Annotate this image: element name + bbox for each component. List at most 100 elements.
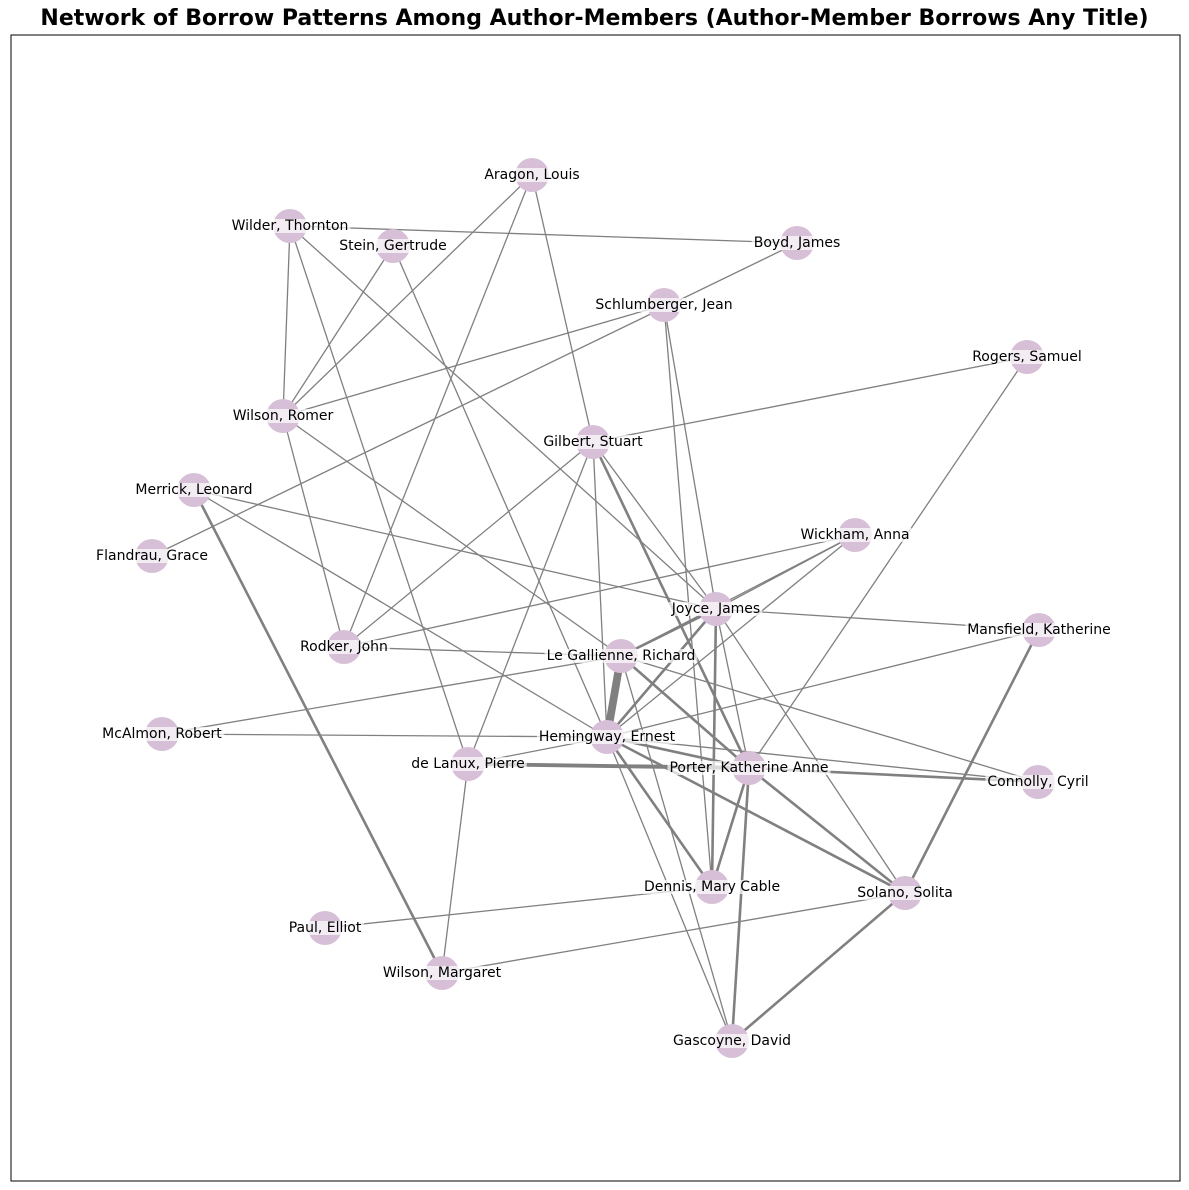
node-label-group-aragon-louis: Aragon, Louis <box>482 167 582 183</box>
edge-porter-katherine-anne--dennis-mary-cable <box>710 767 751 888</box>
node-label-mcalmon-robert: McAlmon, Robert <box>102 726 222 742</box>
node-label-bg <box>337 239 449 253</box>
node-label-dennis-mary-cable: Dennis, Mary Cable <box>644 879 780 895</box>
edge-hemingway-ernest--dennis-mary-cable <box>605 736 714 888</box>
node-label-stein-gertrude: Stein, Gertrude <box>339 238 447 254</box>
node-label-group-schlumberger-jean: Schlumberger, Jean <box>593 297 735 313</box>
edge-wilder-thornton--joyce-james <box>289 225 717 610</box>
node-label-boyd-james: Boyd, James <box>754 235 841 251</box>
edge-wickham-anna--rodker-john <box>343 534 856 648</box>
edge-joyce-james--le-gallienne-richard <box>620 607 717 658</box>
node-label-bg <box>798 528 912 542</box>
node-label-bg <box>94 549 210 563</box>
edge-merrick-leonard--joyce-james <box>193 489 717 610</box>
node-label-group-connolly-cyril: Connolly, Cyril <box>985 774 1091 790</box>
edge-aragon-louis--rodker-john <box>343 174 533 648</box>
node-label-group-rodker-john: Rodker, John <box>298 639 390 655</box>
edge-merrick-leonard--wilson-margaret <box>192 489 444 974</box>
node-label-gilbert-stuart: Gilbert, Stuart <box>543 434 643 450</box>
node-label-bg <box>409 757 527 771</box>
node-label-bg <box>593 298 735 312</box>
node-label-hemingway-ernest: Hemingway, Ernest <box>539 729 676 745</box>
edge-aragon-louis--wilson-romer <box>282 174 533 417</box>
node-label-group-wilder-thornton: Wilder, Thornton <box>229 218 351 234</box>
edge-wilder-thornton--de-lanux-pierre <box>289 225 469 765</box>
edge-wilder-thornton--wilson-romer <box>282 225 291 417</box>
edge-gilbert-stuart--hemingway-ernest <box>592 441 608 738</box>
node-label-group-paul-elliot: Paul, Elliot <box>286 920 364 936</box>
edge-porter-katherine-anne--solano-solita <box>748 766 906 895</box>
edge-joyce-james--porter-katherine-anne <box>715 608 750 769</box>
edge-schlumberger-jean--wilson-romer <box>282 304 665 417</box>
node-label-de-lanux-pierre: de Lanux, Pierre <box>411 756 524 772</box>
edge-wilson-romer--le-gallienne-richard <box>282 415 622 657</box>
node-label-group-stein-gertrude: Stein, Gertrude <box>337 238 449 254</box>
node-label-bg <box>380 966 504 980</box>
edge-wilder-thornton--boyd-james <box>289 225 798 244</box>
edge-wilson-romer--rodker-john <box>282 415 345 648</box>
edge-le-gallienne-richard--connolly-cyril <box>620 655 1039 783</box>
edge-aragon-louis--gilbert-stuart <box>531 174 594 443</box>
edge-schlumberger-jean--dennis-mary-cable <box>663 304 713 888</box>
plot-frame <box>10 34 1181 1182</box>
node-label-group-de-lanux-pierre: de Lanux, Pierre <box>409 756 527 772</box>
node-label-group-joyce-james: Joyce, James <box>668 601 763 617</box>
node-label-bg <box>965 623 1113 637</box>
node-label-paul-elliot: Paul, Elliot <box>289 920 362 936</box>
node-label-group-flandrau-grace: Flandrau, Grace <box>94 548 210 564</box>
node-label-bg <box>230 409 336 423</box>
node-label-bg <box>668 602 763 616</box>
node-label-wilder-thornton: Wilder, Thornton <box>232 218 349 234</box>
edge-mansfield-katherine--hemingway-ernest <box>606 629 1040 738</box>
edge-hemingway-ernest--connolly-cyril <box>606 736 1039 783</box>
edge-gilbert-stuart--joyce-james <box>592 441 717 610</box>
node-label-merrick-leonard: Merrick, Leonard <box>135 482 252 498</box>
node-label-bg <box>985 775 1091 789</box>
node-label-group-wilson-romer: Wilson, Romer <box>230 408 336 424</box>
node-label-gascoyne-david: Gascoyne, David <box>673 1033 791 1049</box>
edge-gilbert-stuart--rodker-john <box>343 441 594 648</box>
node-label-bg <box>641 880 783 894</box>
node-label-porter-katherine-anne: Porter, Katherine Anne <box>669 760 828 776</box>
edge-merrick-leonard--hemingway-ernest <box>193 489 608 738</box>
node-label-bg <box>100 727 225 741</box>
edge-porter-katherine-anne--gascoyne-david <box>730 767 751 1042</box>
node-label-bg <box>536 730 678 744</box>
node-label-joyce-james: Joyce, James <box>671 601 760 617</box>
node-label-bg <box>541 435 646 449</box>
chart-title: Network of Borrow Patterns Among Author-… <box>40 6 1149 31</box>
edge-rogers-samuel--gilbert-stuart <box>592 356 1028 443</box>
node-label-bg <box>133 483 255 497</box>
node-label-group-solano-solita: Solano, Solita <box>855 885 955 901</box>
node-label-group-wilson-margaret: Wilson, Margaret <box>380 965 504 981</box>
node-label-group-merrick-leonard: Merrick, Leonard <box>133 482 255 498</box>
node-label-group-boyd-james: Boyd, James <box>751 235 843 251</box>
edge-schlumberger-jean--joyce-james <box>663 304 717 610</box>
node-label-wilson-romer: Wilson, Romer <box>233 408 334 424</box>
node-label-bg <box>667 761 831 775</box>
edge-de-lanux-pierre--wilson-margaret <box>441 763 469 974</box>
node-label-group-mcalmon-robert: McAlmon, Robert <box>100 726 225 742</box>
edge-boyd-james--flandrau-grace <box>151 242 798 557</box>
node-label-group-porter-katherine-anne: Porter, Katherine Anne <box>667 760 831 776</box>
edge-hemingway-ernest--solano-solita <box>606 735 906 895</box>
node-label-bg <box>298 640 390 654</box>
node-label-rogers-samuel: Rogers, Samuel <box>972 349 1082 365</box>
node-label-flandrau-grace: Flandrau, Grace <box>96 548 208 564</box>
edge-wickham-anna--hemingway-ernest <box>606 534 856 738</box>
node-label-le-gallienne-richard: Le Gallienne, Richard <box>547 648 696 664</box>
node-label-bg <box>670 1034 794 1048</box>
node-label-group-wickham-anna: Wickham, Anna <box>798 527 912 543</box>
node-label-mansfield-katherine: Mansfield, Katherine <box>967 622 1111 638</box>
node-label-bg <box>229 219 351 233</box>
edge-gilbert-stuart--de-lanux-pierre <box>467 441 594 765</box>
node-label-group-gascoyne-david: Gascoyne, David <box>670 1033 794 1049</box>
edge-le-gallienne-richard--mcalmon-robert <box>161 655 622 735</box>
node-layer <box>135 158 1056 1058</box>
edge-rogers-samuel--porter-katherine-anne <box>748 356 1028 769</box>
edge-stein-gertrude--wilson-romer <box>282 245 394 417</box>
node-label-group-rogers-samuel: Rogers, Samuel <box>970 349 1084 365</box>
node-label-group-gilbert-stuart: Gilbert, Stuart <box>541 434 646 450</box>
edge-solano-solita--gascoyne-david <box>731 892 906 1042</box>
